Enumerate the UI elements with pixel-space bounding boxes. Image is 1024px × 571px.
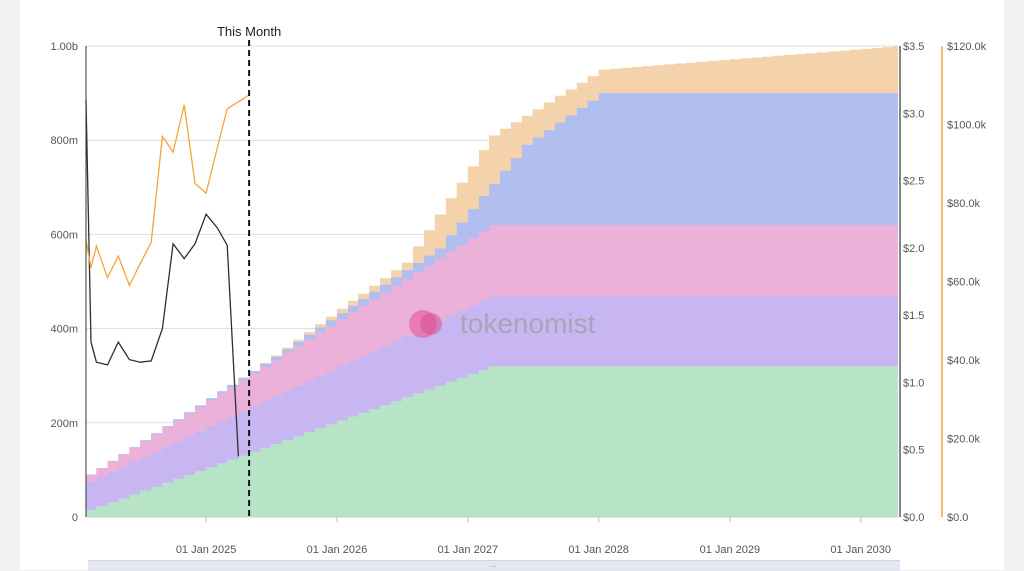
y-volume-tick-label: $40.0k bbox=[947, 355, 981, 367]
y-price-tick-label: $3.5 bbox=[903, 41, 924, 53]
stack-band-1 bbox=[86, 366, 898, 517]
y-price-tick-label: $1.5 bbox=[903, 310, 924, 322]
y-price-tick-label: $1.0 bbox=[903, 377, 924, 389]
range-navigator[interactable]: ... bbox=[88, 560, 900, 571]
y-left-tick-label: 0 bbox=[72, 512, 78, 524]
chart-svg: tokenomist 0 200m 400m 600m 800m 1.00b 01 Jan … bbox=[50, 24, 986, 556]
annotation-layer: This Month bbox=[217, 24, 281, 517]
y-price-tick-label: $3.0 bbox=[903, 108, 924, 120]
y-volume-tick-label: $120.0k bbox=[947, 41, 987, 53]
y-left-tick-label: 200m bbox=[50, 418, 78, 430]
y-volume-tick-label: $20.0k bbox=[947, 434, 981, 446]
y-price-tick-label: $0.0 bbox=[903, 512, 924, 524]
x-tick-label: 01 Jan 2030 bbox=[830, 544, 891, 556]
y-left-tick-label: 400m bbox=[50, 324, 78, 336]
axis-layer: 0 200m 400m 600m 800m 1.00b 01 Jan 2025 01 Jan … bbox=[50, 41, 986, 556]
x-tick-label: 01 Jan 2027 bbox=[438, 544, 499, 556]
watermark-text: tokenomist bbox=[460, 308, 596, 339]
y-left-tick-label: 600m bbox=[50, 229, 78, 241]
y-price-tick-label: $2.0 bbox=[903, 243, 924, 255]
chart-card: tokenomist 0 200m 400m 600m 800m 1.00b 01 Jan … bbox=[20, 0, 1004, 571]
stacked-area-layer bbox=[86, 46, 898, 518]
y-price-tick-label: $0.5 bbox=[903, 445, 924, 457]
price-line bbox=[85, 99, 240, 457]
y-left-tick-label: 800m bbox=[50, 135, 78, 147]
x-tick-label: 01 Jan 2026 bbox=[307, 544, 368, 556]
y-volume-tick-label: $0.0 bbox=[947, 512, 968, 524]
y-left-tick-label: 1.00b bbox=[50, 41, 78, 53]
watermark: tokenomist bbox=[409, 308, 596, 339]
this-month-label: This Month bbox=[217, 24, 281, 39]
range-navigator-grip[interactable]: ... bbox=[489, 560, 497, 569]
watermark-logo-ring bbox=[420, 313, 442, 335]
y-volume-tick-label: $60.0k bbox=[947, 277, 981, 289]
y-volume-tick-label: $100.0k bbox=[947, 120, 987, 132]
volume-line bbox=[85, 94, 250, 288]
x-tick-label: 01 Jan 2029 bbox=[700, 544, 761, 556]
x-tick-label: 01 Jan 2025 bbox=[176, 544, 237, 556]
y-volume-tick-label: $80.0k bbox=[947, 198, 981, 210]
line-layer bbox=[85, 94, 250, 457]
x-tick-label: 01 Jan 2028 bbox=[568, 544, 629, 556]
y-price-tick-label: $2.5 bbox=[903, 176, 924, 188]
